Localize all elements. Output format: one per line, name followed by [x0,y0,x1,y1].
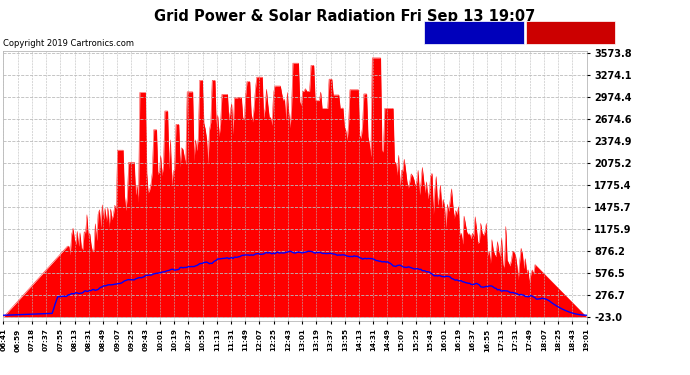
Text: Grid (AC Watts): Grid (AC Watts) [529,28,609,37]
Text: Copyright 2019 Cartronics.com: Copyright 2019 Cartronics.com [3,39,135,48]
Text: Radiation (w/m2): Radiation (w/m2) [428,28,515,37]
Text: Grid Power & Solar Radiation Fri Sep 13 19:07: Grid Power & Solar Radiation Fri Sep 13 … [155,9,535,24]
